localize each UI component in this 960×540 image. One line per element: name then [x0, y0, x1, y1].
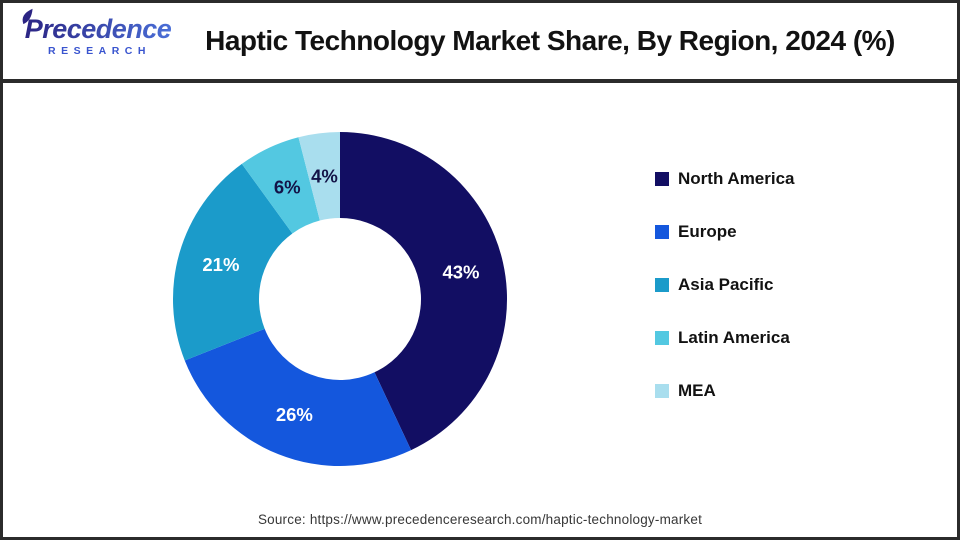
source-text: Source: https://www.precedenceresearch.c… [257, 512, 703, 527]
legend-swatch-mea [655, 384, 669, 398]
legend-label: Europe [678, 222, 737, 241]
legend-item-latin-america: Latin America [655, 328, 795, 348]
donut-chart: 43% 26% 21% 6% 4% [172, 132, 508, 467]
donut-value-label-latin-america: 6% [274, 176, 301, 197]
donut-value-label-mea: 4% [311, 165, 338, 186]
legend-swatch-europe [655, 225, 669, 239]
donut-value-label-north-america: 43% [442, 261, 479, 282]
logo-wordmark: Precedence [24, 14, 172, 44]
legend-label: MEA [678, 381, 716, 400]
legend-swatch-latin-america [655, 331, 669, 345]
precedence-research-logo: Precedence RESEARCH [22, 8, 173, 57]
donut-value-label-asia-pacific: 21% [202, 254, 239, 275]
header: Precedence RESEARCH Haptic Technology Ma… [3, 3, 957, 83]
chart-area: 43% 26% 21% 6% 4% North America Europe Asia Pa… [3, 83, 957, 537]
page-title: Haptic Technology Market Share, By Regio… [205, 25, 895, 56]
chart-legend: North America Europe Asia Pacific Latin Ame… [655, 169, 795, 401]
logo-leaf-icon [22, 8, 33, 25]
legend-item-asia-pacific: Asia Pacific [655, 275, 795, 295]
donut-value-label-europe: 26% [276, 404, 313, 425]
legend-item-europe: Europe [655, 222, 795, 242]
legend-swatch-asia-pacific [655, 278, 669, 292]
legend-item-mea: MEA [655, 381, 795, 401]
legend-item-north-america: North America [655, 169, 795, 189]
legend-swatch-north-america [655, 172, 669, 186]
legend-label: Asia Pacific [678, 275, 774, 294]
donut-segment-north-america [340, 132, 508, 451]
legend-label: North America [678, 169, 795, 188]
legend-label: Latin America [678, 328, 790, 347]
donut-segment-mea [298, 132, 340, 221]
donut-segment-asia-pacific [172, 163, 293, 361]
donut-segment-latin-america [241, 137, 320, 234]
donut-segment-europe [184, 328, 412, 467]
logo-subtitle: RESEARCH [48, 45, 151, 57]
